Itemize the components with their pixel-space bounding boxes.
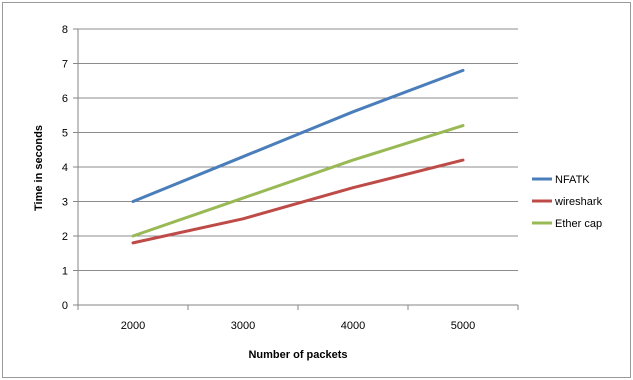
x-axis-title: Number of packets xyxy=(248,349,347,361)
gridlines xyxy=(78,28,518,271)
y-tick-label: 2 xyxy=(62,231,68,243)
y-tick-label: 8 xyxy=(62,24,68,36)
y-tick-labels: 0 1 2 3 4 5 6 7 8 xyxy=(62,24,68,312)
legend-label: Ether cap xyxy=(555,218,602,230)
y-tick-label: 1 xyxy=(62,266,68,278)
y-tick-label: 6 xyxy=(62,93,68,105)
x-tick-label: 5000 xyxy=(451,320,475,332)
x-tick-label: 4000 xyxy=(341,320,365,332)
axes xyxy=(73,28,519,310)
y-tick-label: 3 xyxy=(62,197,68,209)
y-tick-label: 0 xyxy=(62,300,68,312)
series-line-0 xyxy=(131,68,465,203)
legend-label: wireshark xyxy=(554,196,603,208)
legend-label: NFATK xyxy=(555,174,590,186)
x-tick-labels: 2000 3000 4000 5000 xyxy=(121,320,475,332)
series-line-1 xyxy=(131,158,465,245)
y-tick-label: 4 xyxy=(62,162,68,174)
y-axis-title: Time in seconds xyxy=(33,125,45,211)
y-tick-label: 5 xyxy=(62,128,68,140)
legend: NFATK wireshark Ether cap xyxy=(532,174,603,230)
x-tick-label: 3000 xyxy=(231,320,255,332)
x-tick-label: 2000 xyxy=(121,320,145,332)
series-line-2 xyxy=(131,124,465,238)
y-tick-label: 7 xyxy=(62,59,68,71)
series-lines xyxy=(131,68,465,245)
